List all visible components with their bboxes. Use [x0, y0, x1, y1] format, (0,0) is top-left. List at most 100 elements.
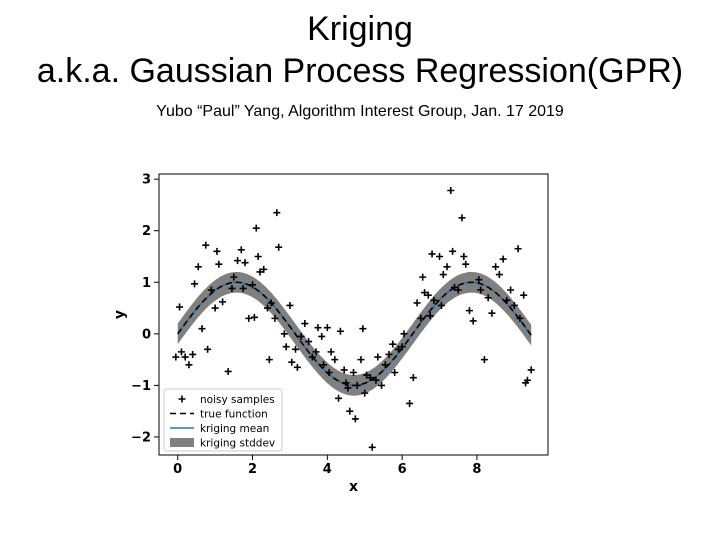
noisy-sample-point [312, 348, 320, 356]
noisy-sample-point [417, 314, 425, 322]
noisy-sample-point [495, 271, 503, 279]
noisy-sample-point [507, 286, 515, 294]
noisy-sample-point [336, 327, 344, 335]
noisy-sample-point [282, 343, 290, 351]
noisy-sample-point [263, 304, 271, 312]
x-tick-label: 8 [472, 462, 481, 477]
noisy-sample-point [254, 252, 262, 260]
true-function-line [177, 281, 532, 387]
noisy-sample-point [275, 243, 283, 251]
noisy-sample-point [191, 280, 199, 288]
noisy-sample-point [527, 366, 535, 374]
noisy-sample-point [469, 317, 477, 325]
noisy-sample-point [293, 363, 301, 371]
noisy-sample-point [361, 389, 369, 397]
plot-frame [158, 173, 549, 456]
noisy-sample-point [219, 298, 227, 306]
noisy-sample-point [436, 252, 444, 260]
noisy-sample-point [252, 224, 260, 232]
legend: noisy samples true function kriging mean kr… [163, 388, 283, 452]
noisy-sample-point [385, 350, 393, 358]
noisy-sample-point [177, 348, 185, 356]
noisy-sample-point [234, 257, 242, 265]
noisy-sample-point [488, 309, 496, 317]
noisy-sample-point [204, 345, 212, 353]
noisy-sample-point [426, 312, 434, 320]
noisy-sample-point [207, 286, 215, 294]
noisy-sample-point [492, 263, 500, 271]
noisy-sample-point [260, 265, 268, 273]
noisy-sample-point [256, 268, 264, 276]
noisy-sample-point [437, 301, 445, 309]
noisy-sample-point [450, 283, 458, 291]
noisy-sample-point [288, 358, 296, 366]
noisy-sample-point [305, 338, 313, 346]
noisy-sample-point [366, 374, 374, 382]
noisy-sample-point [239, 284, 247, 292]
noisy-sample-point [301, 320, 309, 328]
y-tick-label: −1 [131, 379, 151, 394]
noisy-sample-point [250, 313, 258, 321]
noisy-sample-point [185, 361, 193, 369]
curve-layer [177, 281, 532, 387]
noisy-sample-point [419, 273, 427, 281]
noisy-sample-point [325, 369, 333, 377]
noisy-sample-point [286, 301, 294, 309]
noisy-sample-point [265, 356, 273, 364]
noisy-sample-point [428, 250, 436, 258]
sample-points-layer [172, 186, 535, 451]
noisy-sample-point [181, 353, 189, 361]
noisy-sample-point [368, 443, 376, 451]
noisy-sample-point [398, 343, 406, 351]
legend-label: true function [200, 409, 268, 421]
noisy-sample-point [350, 369, 357, 377]
noisy-sample-point [499, 255, 507, 263]
noisy-sample-point [439, 271, 447, 279]
axis-layer: 0 2 4 6 8 3 2 1 0 −1 −2 x y [112, 173, 481, 495]
noisy-sample-point [363, 371, 371, 379]
noisy-sample-point [424, 291, 432, 299]
y-tick-label: 1 [142, 276, 151, 291]
x-tick-label: 0 [173, 462, 182, 477]
noisy-sample-point [372, 376, 380, 384]
noisy-sample-point [381, 361, 389, 369]
noisy-sample-point [230, 273, 238, 281]
noisy-sample-point [514, 245, 522, 253]
noisy-sample-point [228, 284, 236, 292]
noisy-sample-point [462, 260, 470, 268]
legend-box [163, 388, 283, 452]
noisy-sample-point [520, 291, 528, 299]
noisy-sample-point [378, 381, 386, 389]
kriging-stddev-band [177, 272, 532, 396]
noisy-sample-point [357, 356, 365, 364]
noisy-sample-point [413, 299, 421, 307]
noisy-sample-point [480, 356, 488, 364]
noisy-sample-point [510, 301, 518, 309]
noisy-sample-point [211, 304, 219, 312]
y-tick-label: 3 [142, 173, 151, 188]
noisy-sample-point [198, 325, 206, 333]
noisy-sample-point [400, 330, 408, 338]
legend-marker-band [170, 438, 194, 447]
noisy-sample-point [477, 286, 485, 294]
noisy-sample-point [503, 296, 511, 304]
noisy-sample-point [314, 324, 322, 332]
noisy-sample-point [449, 247, 457, 255]
noisy-sample-point [297, 332, 305, 340]
x-tick-label: 6 [398, 462, 407, 477]
noisy-sample-point [273, 209, 281, 217]
noisy-sample-point [389, 340, 397, 348]
noisy-sample-point [172, 353, 180, 361]
noisy-sample-point [484, 294, 492, 302]
noisy-sample-point [331, 356, 339, 364]
noisy-sample-point [443, 263, 451, 271]
noisy-sample-point [280, 330, 288, 338]
noisy-sample-point [394, 345, 402, 353]
y-tick-label: −2 [131, 430, 151, 445]
noisy-sample-point [249, 281, 257, 289]
noisy-sample-point [344, 384, 352, 392]
noisy-sample-point [194, 263, 202, 271]
slide-title-line2: a.k.a. Gaussian Process Regression(GPR) [36, 52, 684, 90]
noisy-sample-point [189, 350, 197, 358]
